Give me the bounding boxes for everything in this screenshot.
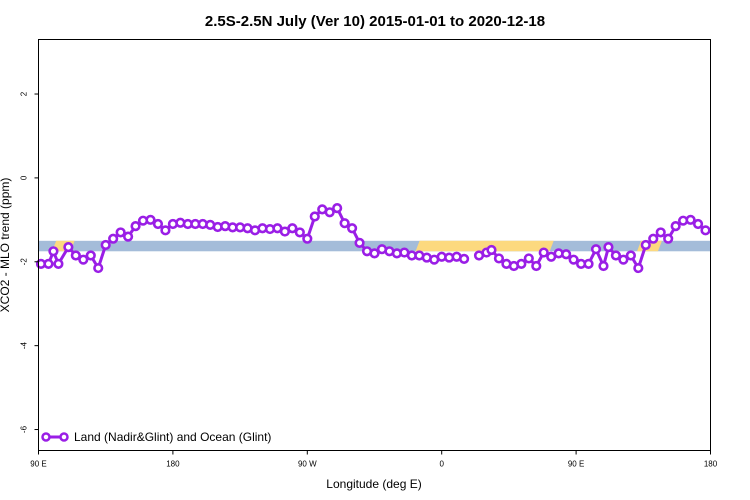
data-point (332, 202, 343, 214)
y-tick-label: -6 (20, 425, 29, 433)
x-axis-title: Longitude (deg E) (326, 477, 421, 491)
series-layer (35, 202, 711, 274)
data-point (115, 227, 126, 238)
data-point (603, 241, 614, 253)
data-point (633, 262, 644, 274)
x-tick-label: 180 (704, 460, 718, 469)
data-point (152, 218, 164, 230)
y-tick-label: -4 (20, 342, 29, 350)
data-point (648, 233, 659, 244)
data-point (583, 258, 594, 269)
data-point (516, 258, 527, 269)
data-point (618, 254, 629, 265)
legend: Land (Nadir&Glint) and Ocean (Glint) (41, 430, 271, 444)
legend-marker-left (41, 432, 51, 442)
series-line (41, 206, 465, 270)
x-tick-label: 90 E (30, 460, 46, 469)
data-point (568, 254, 579, 265)
legend-label: Land (Nadir&Glint) and Ocean (Glint) (74, 430, 271, 444)
data-point (100, 239, 111, 251)
data-point (48, 246, 59, 257)
data-point (610, 250, 622, 261)
data-point (685, 214, 696, 225)
data-point (302, 233, 313, 244)
data-point (670, 221, 681, 232)
x-tick-label: 90 E (568, 460, 584, 469)
data-point (459, 253, 470, 264)
data-point (354, 237, 365, 249)
data-point (640, 239, 651, 251)
data-point (625, 250, 636, 261)
data-point (93, 262, 104, 274)
ocean-band (39, 240, 710, 252)
data-point (294, 227, 305, 238)
data-point (130, 221, 141, 232)
y-axis-title: XCO2 - MLO trend (ppm) (0, 178, 12, 313)
x-axis: 90 E 180 90 W 0 90 E 180 (30, 450, 718, 469)
data-point (70, 250, 81, 261)
chart-title: 2.5S-2.5N July (Ver 10) 2015-01-01 to 20… (205, 13, 545, 30)
y-tick-label: 2 (20, 91, 29, 96)
data-point (85, 250, 96, 261)
data-point (53, 258, 64, 269)
data-point (561, 249, 572, 260)
plot-frame (38, 39, 711, 451)
data-point (486, 244, 497, 256)
data-point (108, 233, 119, 244)
data-point (339, 218, 350, 229)
x-tick-label: 90 W (298, 460, 317, 469)
data-point (700, 225, 711, 236)
data-point (655, 227, 666, 238)
data-point (692, 218, 704, 230)
data-point (590, 244, 602, 255)
data-point (523, 253, 534, 264)
data-point (78, 254, 89, 265)
data-point (145, 214, 156, 225)
data-point (287, 223, 298, 234)
y-axis: 2 0 -2 -4 -6 (20, 91, 39, 433)
data-point (663, 233, 674, 244)
x-tick-label: 180 (166, 460, 180, 469)
y-tick-label: -2 (20, 258, 29, 266)
land-band-1 (415, 240, 554, 252)
data-point (63, 241, 74, 253)
data-point (43, 258, 54, 269)
legend-marker-right (59, 432, 69, 442)
data-point (538, 247, 549, 258)
data-point (598, 260, 609, 272)
data-point (324, 207, 335, 218)
data-point (309, 211, 320, 222)
y-tick-label: 0 (20, 175, 29, 180)
data-point (123, 231, 134, 242)
data-point (531, 260, 542, 272)
x-tick-label: 0 (439, 460, 444, 469)
data-point (347, 223, 358, 234)
data-point (369, 248, 380, 259)
data-point (160, 225, 171, 236)
data-point (493, 253, 505, 264)
